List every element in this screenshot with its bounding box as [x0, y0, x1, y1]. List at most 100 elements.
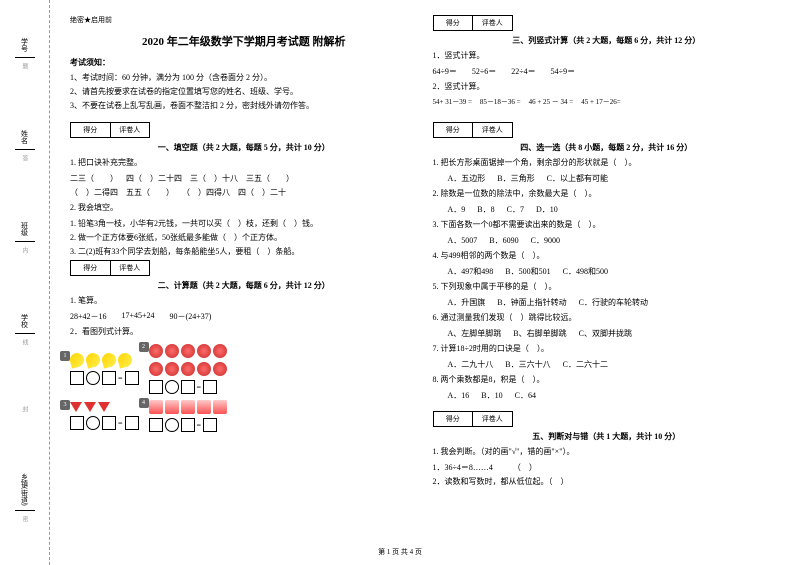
- banana-icon: [100, 352, 117, 369]
- eq: 54÷9＝: [551, 66, 575, 77]
- q2-1: 1. 笔算。: [70, 295, 418, 307]
- eq: 54+ 31－39 =: [433, 97, 472, 107]
- mc-question: 2. 除数是一位数的除法中，余数最大是（ ）。: [433, 188, 781, 200]
- sub: 3. 二(2)班有33个同学去划船，每条船能坐5人，要租（ ）条船。: [70, 246, 418, 257]
- eq: 22÷4＝: [511, 66, 535, 77]
- blank: 三（ ）十八: [190, 173, 238, 184]
- grader-label: 评卷人: [473, 123, 512, 137]
- grader-label: 评卷人: [473, 412, 512, 426]
- binding-margin: 学号题 姓名答 班级内 学校线 封 乡镇(街道)密: [0, 0, 50, 565]
- mc-options: A．16B．10C．64: [448, 390, 781, 401]
- mc-options: A．二九十八B．三六十八C．二六十二: [448, 359, 781, 370]
- cake-icon: [213, 400, 227, 414]
- page-footer: 第 1 页 共 4 页: [0, 547, 800, 557]
- mc-options: A．497和498B．500和501C．498和500: [448, 266, 781, 277]
- q5-1: 1. 我会判断。（对的画"√"，错的画"×"）。: [433, 446, 781, 458]
- mc-option: B．钟面上指针转动: [497, 297, 566, 308]
- section-1-title: 一、填空题（共 2 大题，每题 5 分，共计 10 分）: [70, 142, 418, 153]
- apple-icon: [149, 344, 163, 358]
- strawberry-icon: [84, 402, 96, 412]
- mc-question: 1. 把长方形桌面锯掉一个角，剩余部分的形状就是（ ）。: [433, 157, 781, 169]
- apple-icon: [197, 344, 211, 358]
- mc-option: A．497和498: [448, 266, 494, 277]
- mc-option: B、右脚单脚跳: [513, 328, 566, 339]
- apple-icon: [213, 362, 227, 376]
- apple-icon: [165, 344, 179, 358]
- mc-option: A、左脚单脚跳: [448, 328, 502, 339]
- apple-icon: [181, 344, 195, 358]
- q3-2: 2．竖式计算。: [433, 81, 781, 93]
- mc-options: A．9B．8C．7D．10: [448, 204, 781, 215]
- eq: 90－(24+37): [170, 311, 212, 322]
- strawberry-icon: [70, 402, 82, 412]
- blank: 三五（ ）: [246, 173, 294, 184]
- mc-option: C．64: [515, 390, 536, 401]
- mc-option: A．五边形: [448, 173, 486, 184]
- cake-icon: [181, 400, 195, 414]
- notice-title: 考试须知：: [70, 57, 418, 68]
- mc-question: 5. 下列现象中属于平移的是（ ）。: [433, 281, 781, 293]
- eq: 85－18－36 =: [480, 97, 521, 107]
- mc-options: A．升国旗B．钟面上指针转动C．行驶的车轮转动: [448, 297, 781, 308]
- exam-title: 2020 年二年级数学下学期月考试题 附解析: [70, 33, 418, 49]
- section-2-title: 二、计算题（共 2 大题，每题 6 分，共计 12 分）: [70, 280, 418, 291]
- mc-question: 6. 通过测量我们发现（ ）跳得比较远。: [433, 312, 781, 324]
- cake-icon: [197, 400, 211, 414]
- mc-option: A．5007: [448, 235, 478, 246]
- label-town: 乡镇(街道): [20, 473, 30, 506]
- notice-section: 考试须知： 1、考试时间：60 分钟，满分为 100 分（含卷面分 2 分）。 …: [70, 57, 418, 112]
- apple-icon: [213, 344, 227, 358]
- score-label: 得分: [434, 16, 474, 30]
- mc-option: D．10: [536, 204, 558, 215]
- strawberry-icon: [98, 402, 110, 412]
- eq: 17+45+24: [122, 311, 155, 322]
- mc-option: A．二九十八: [448, 359, 494, 370]
- label-class: 班级: [20, 222, 30, 236]
- picture-problem-2: 3 = 4 =: [70, 400, 418, 432]
- mc-question: 8. 两个乘数都是8，积是（ ）。: [433, 374, 781, 386]
- label-school: 学校: [20, 314, 30, 328]
- score-label: 得分: [71, 261, 111, 275]
- left-column: 绝密★启用前 2020 年二年级数学下学期月考试题 附解析 考试须知： 1、考试…: [70, 15, 418, 550]
- score-label: 得分: [71, 123, 111, 137]
- pic-num-3: 3: [60, 400, 70, 410]
- apple-icon: [165, 362, 179, 376]
- blank: （ ）二得四: [70, 187, 118, 198]
- mc-option: B．6090: [489, 235, 518, 246]
- apple-icon: [197, 362, 211, 376]
- score-label: 得分: [434, 412, 474, 426]
- hint-4: 封: [20, 406, 29, 416]
- mc-option: B．三角形: [497, 173, 534, 184]
- exam-page: 学号题 姓名答 班级内 学校线 封 乡镇(街道)密 绝密★启用前 2020 年二…: [0, 0, 800, 565]
- notice-item: 1、考试时间：60 分钟，满分为 100 分（含卷面分 2 分）。: [70, 72, 418, 83]
- hint-5: 密: [20, 516, 29, 526]
- blank: 二三（ ）: [70, 173, 118, 184]
- mc-question: 7. 计算18÷2时用的口诀是（ ）。: [433, 343, 781, 355]
- apple-icon: [181, 362, 195, 376]
- hint-3: 线: [20, 339, 29, 349]
- pic-num-1: 1: [60, 351, 70, 361]
- sub: 1. 铅笔3角一枝，小华有2元钱，一共可以买（ ）枝，还剩（ ）钱。: [70, 218, 418, 229]
- sub: 2．读数和写数时，都从低位起。（ ）: [433, 476, 781, 487]
- hint-1: 答: [20, 155, 29, 165]
- banana-icon: [68, 352, 85, 369]
- section-3-title: 三、列竖式计算（共 2 大题，每题 6 分，共计 12 分）: [433, 35, 781, 46]
- score-box: 得分 评卷人: [433, 411, 513, 427]
- q3-1: 1．竖式计算。: [433, 50, 781, 62]
- q2-2: 2．看图列式计算。: [70, 326, 418, 338]
- right-column: 得分 评卷人 三、列竖式计算（共 2 大题，每题 6 分，共计 12 分） 1．…: [433, 15, 781, 550]
- sub: 1．36÷4＝8……4 （ ）: [433, 462, 781, 473]
- cake-icon: [165, 400, 179, 414]
- q1-1: 1. 把口诀补充完整。: [70, 157, 418, 169]
- mc-options: A．五边形B．三角形C．以上都有可能: [448, 173, 781, 184]
- blank: （ ）四得八: [182, 187, 230, 198]
- mc-options: A．5007B．6090C．9000: [448, 235, 781, 246]
- multiple-choice-list: 1. 把长方形桌面锯掉一个角，剩余部分的形状就是（ ）。 A．五边形 B．三角形 C．…: [433, 157, 781, 401]
- blank: 五五（ ）: [126, 187, 174, 198]
- label-student-id: 学号: [20, 38, 30, 52]
- cake-icon: [149, 400, 163, 414]
- mc-question: 3. 下面各数一个0都不需要读出来的数是（ ）。: [433, 219, 781, 231]
- banana-icon: [84, 352, 101, 369]
- mc-option: B．三六十八: [505, 359, 550, 370]
- hint-0: 题: [20, 63, 29, 73]
